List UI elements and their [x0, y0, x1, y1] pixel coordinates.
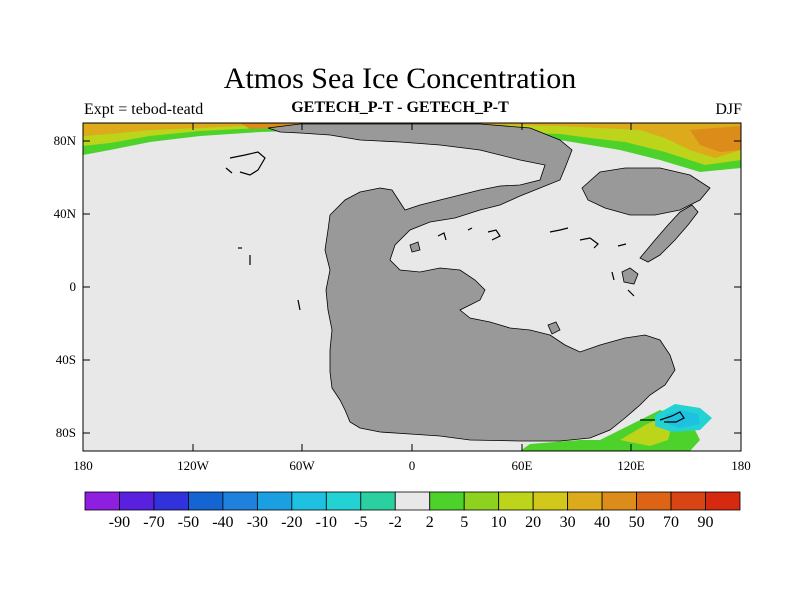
colorbar-label: 2 — [426, 514, 434, 531]
colorbar-box — [670, 491, 706, 511]
colorbar-box — [394, 491, 431, 511]
colorbar-label: -10 — [316, 514, 337, 531]
experiment-label: Expt = tebod-teatd — [84, 101, 204, 118]
colorbar — [84, 491, 741, 511]
colorbar-box — [360, 491, 396, 511]
y-tick-label: 40S — [56, 352, 76, 367]
y-tick-label: 80S — [56, 425, 76, 440]
x-tick-marks — [82, 123, 742, 451]
y-tick-marks — [83, 140, 741, 434]
colorbar-box — [153, 491, 189, 511]
arctic-ice-band-orange — [83, 123, 741, 158]
colorbar-label: -30 — [247, 514, 268, 531]
colorbar-box — [291, 491, 327, 511]
colorbar-box — [256, 491, 293, 511]
colorbar-label: -5 — [354, 514, 367, 531]
colorbar-box — [601, 491, 637, 511]
arctic-ice-band-inner — [83, 123, 741, 165]
colorbar-label: -20 — [281, 514, 302, 531]
colorbar-label: -40 — [212, 514, 233, 531]
colorbar-label: 20 — [525, 514, 541, 531]
eastern-island-arc — [639, 204, 699, 263]
colorbar-labels: -90 -70 -50 -40 -30 -20 -10 -5 -2 2 5 10 20 30 40 50 70 9… — [109, 514, 714, 531]
colorbar-label: 10 — [491, 514, 507, 531]
colorbar-box — [463, 491, 500, 511]
y-tick-label: 0 — [70, 279, 77, 294]
colorbar-label: -70 — [143, 514, 164, 531]
colorbar-box — [498, 491, 534, 511]
colorbar-box — [532, 491, 569, 511]
small-island-2 — [547, 321, 561, 335]
x-tick-label: 60E — [512, 458, 533, 473]
x-tick-label: 0 — [409, 458, 416, 473]
colorbar-label: -50 — [178, 514, 199, 531]
x-tick-label: 60W — [289, 458, 315, 473]
colorbar-label: 30 — [560, 514, 576, 531]
colorbar-label: 90 — [698, 514, 714, 531]
coastline-contours — [225, 151, 685, 423]
x-tick-label: 180 — [731, 458, 751, 473]
colorbar-box — [567, 491, 603, 511]
colorbar-label: 70 — [663, 514, 679, 531]
small-island-1 — [621, 267, 639, 285]
y-tick-label: 80N — [54, 133, 77, 148]
colorbar-box — [119, 491, 155, 511]
colorbar-label: 5 — [460, 514, 468, 531]
colorbar-box — [429, 491, 465, 511]
colorbar-box — [84, 491, 120, 511]
colorbar-label: 50 — [629, 514, 645, 531]
colorbar-box — [222, 491, 258, 511]
colorbar-box — [325, 491, 362, 511]
plot-title: Atmos Sea Ice Concentration — [223, 62, 577, 95]
colorbar-label: -2 — [389, 514, 402, 531]
model-label: GETECH_P-T - GETECH_P-T — [291, 99, 509, 116]
colorbar-box — [188, 491, 224, 511]
colorbar-box — [636, 491, 672, 511]
x-tick-label: 180 — [73, 458, 93, 473]
x-tick-label: 120W — [177, 458, 210, 473]
y-tick-label: 40N — [54, 206, 77, 221]
x-tick-label: 120E — [617, 458, 645, 473]
small-island-3 — [409, 241, 421, 253]
colorbar-label: -90 — [109, 514, 130, 531]
northeast-landmass — [581, 167, 711, 216]
main-landmass — [267, 123, 676, 442]
arctic-ice-core — [690, 126, 741, 152]
colorbar-box — [705, 491, 741, 511]
season-label: DJF — [715, 101, 742, 118]
colorbar-label: 40 — [594, 514, 610, 531]
